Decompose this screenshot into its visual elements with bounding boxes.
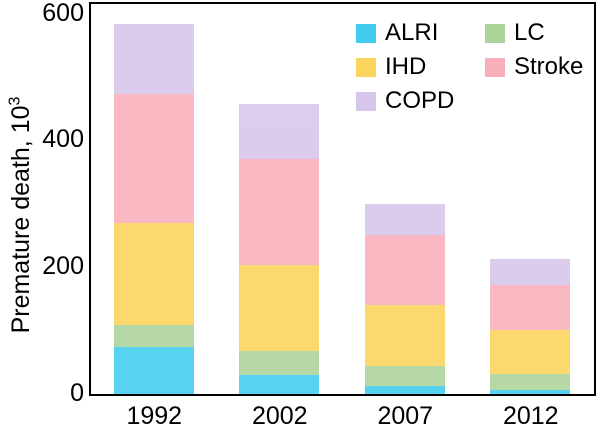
bar-segment-stroke-1992	[113, 94, 194, 223]
x-tick-label-2002: 2002	[251, 402, 308, 425]
bar-segment-stroke-2007	[364, 234, 445, 306]
bar-2007	[364, 203, 445, 394]
y-axis-title: Premature death, 103	[5, 65, 37, 365]
bar-segment-alri-2012	[490, 390, 571, 394]
legend-swatch-lc	[485, 23, 505, 43]
bar-segment-copd-1992	[113, 24, 194, 95]
bar-segment-alri-1992	[113, 346, 194, 394]
bar-segment-ihd-2012	[490, 330, 571, 374]
bar-2012	[490, 259, 571, 394]
legend-label-alri: ALRI	[385, 19, 439, 46]
legend-swatch-stroke	[485, 57, 505, 77]
x-tick-label-2007: 2007	[377, 402, 434, 425]
bar-segment-alri-2002	[239, 375, 320, 394]
legend-item-stroke: Stroke	[485, 55, 583, 79]
x-tick-label-2012: 2012	[502, 402, 559, 425]
y-tick-label-400: 400	[42, 125, 84, 154]
legend-label-copd: COPD	[385, 87, 455, 114]
bar-segment-lc-2002	[239, 351, 320, 376]
y-axis-title-exponent: 3	[6, 96, 24, 106]
legend-swatch-alri	[356, 23, 376, 43]
y-tick-label-200: 200	[42, 251, 84, 280]
legend-label-ihd: IHD	[385, 53, 427, 80]
bar-2002	[239, 104, 320, 394]
y-tick-label-0: 0	[70, 378, 84, 407]
bar-segment-ihd-1992	[113, 222, 194, 326]
bar-segment-copd-2002	[239, 104, 320, 159]
plot-area: ALRI IHD COPD LC Stroke	[89, 2, 596, 396]
legend-item-ihd: IHD	[356, 55, 426, 79]
bar-1992	[113, 24, 194, 394]
bar-segment-lc-2007	[364, 365, 445, 387]
bar-segment-alri-2007	[364, 386, 445, 394]
bar-segment-stroke-2012	[490, 284, 571, 331]
bar-segment-ihd-2002	[239, 264, 320, 351]
legend-label-stroke: Stroke	[514, 53, 584, 80]
legend-swatch-ihd	[356, 57, 376, 77]
x-tick-label-1992: 1992	[126, 402, 183, 425]
bar-segment-lc-1992	[113, 325, 194, 347]
y-tick-label-600: 600	[42, 0, 84, 27]
bar-segment-copd-2012	[490, 259, 571, 285]
bar-segment-lc-2012	[490, 373, 571, 391]
bar-segment-stroke-2002	[239, 158, 320, 265]
bar-segment-ihd-2007	[364, 305, 445, 366]
legend-item-lc: LC	[485, 21, 545, 45]
legend-item-copd: COPD	[356, 89, 454, 113]
legend-swatch-copd	[356, 91, 376, 111]
legend-label-lc: LC	[514, 19, 545, 46]
legend-item-alri: ALRI	[356, 21, 438, 45]
bar-segment-copd-2007	[364, 203, 445, 235]
